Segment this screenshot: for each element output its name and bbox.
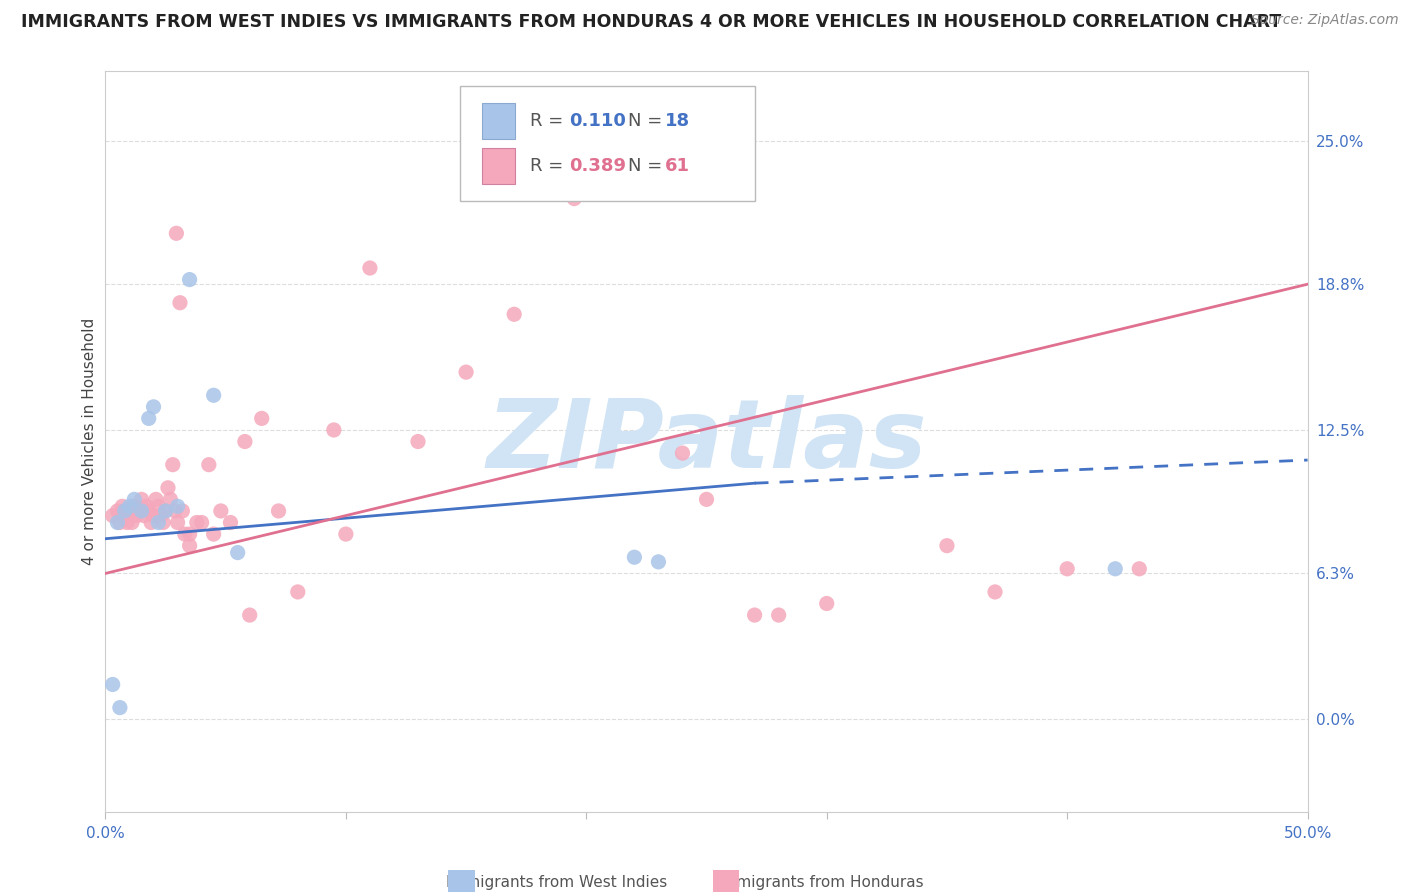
Text: N =: N = — [628, 157, 662, 175]
Text: 18: 18 — [665, 112, 689, 130]
Point — [115, 516, 138, 530]
Point — [173, 527, 195, 541]
Point — [159, 492, 181, 507]
Point — [406, 434, 429, 449]
Point — [108, 516, 131, 530]
Text: R =: R = — [530, 157, 562, 175]
Point — [107, 516, 129, 530]
Text: 61: 61 — [665, 157, 689, 175]
Point — [503, 307, 526, 321]
Point — [156, 481, 179, 495]
Text: 0.389: 0.389 — [569, 157, 627, 175]
Point — [267, 504, 290, 518]
Point — [233, 434, 256, 449]
Point — [145, 492, 167, 507]
Point — [107, 504, 129, 518]
Point — [202, 527, 225, 541]
Point — [138, 411, 160, 425]
Bar — [482, 148, 516, 184]
Point — [155, 504, 177, 518]
Text: Immigrants from West Indies: Immigrants from West Indies — [446, 874, 666, 889]
Point — [287, 585, 309, 599]
Point — [108, 700, 131, 714]
Point — [671, 446, 693, 460]
Point — [124, 500, 146, 514]
Point — [936, 539, 959, 553]
Point — [815, 597, 838, 611]
Point — [166, 516, 188, 530]
Point — [138, 504, 160, 518]
FancyBboxPatch shape — [460, 87, 755, 201]
Point — [101, 508, 124, 523]
Bar — [482, 103, 516, 139]
Point — [148, 516, 170, 530]
Point — [162, 458, 184, 472]
Point — [744, 608, 766, 623]
Point — [114, 504, 136, 518]
Point — [179, 539, 201, 553]
Point — [209, 504, 232, 518]
Point — [322, 423, 344, 437]
Point — [179, 272, 201, 286]
Point — [142, 400, 165, 414]
Bar — [449, 871, 474, 892]
Text: N =: N = — [628, 112, 662, 130]
Point — [142, 508, 165, 523]
Point — [454, 365, 477, 379]
Point — [128, 504, 150, 518]
Point — [111, 500, 134, 514]
Point — [139, 516, 162, 530]
Point — [562, 192, 585, 206]
Point — [155, 504, 177, 518]
Point — [169, 295, 191, 310]
Point — [359, 260, 381, 275]
Point — [190, 516, 212, 530]
Text: ZIPatlas: ZIPatlas — [486, 395, 927, 488]
Text: IMMIGRANTS FROM WEST INDIES VS IMMIGRANTS FROM HONDURAS 4 OR MORE VEHICLES IN HO: IMMIGRANTS FROM WEST INDIES VS IMMIGRANT… — [21, 13, 1281, 31]
Point — [647, 555, 669, 569]
Point — [124, 492, 146, 507]
Point — [118, 504, 141, 518]
Point — [131, 504, 153, 518]
Point — [250, 411, 273, 425]
Point — [166, 500, 188, 514]
Text: Immigrants from Honduras: Immigrants from Honduras — [717, 874, 924, 889]
Point — [132, 508, 155, 523]
Point — [202, 388, 225, 402]
Text: 0.110: 0.110 — [569, 112, 626, 130]
Bar — [713, 871, 740, 892]
Point — [118, 500, 141, 514]
Point — [239, 608, 262, 623]
Point — [1128, 562, 1150, 576]
Point — [172, 504, 194, 518]
Point — [335, 527, 357, 541]
Point — [114, 508, 136, 523]
Point — [165, 504, 187, 518]
Point — [179, 527, 201, 541]
Point — [186, 516, 208, 530]
Point — [135, 500, 157, 514]
Point — [101, 677, 124, 691]
Point — [696, 492, 718, 507]
Point — [1104, 562, 1126, 576]
Point — [984, 585, 1007, 599]
Point — [165, 227, 187, 241]
Text: Source: ZipAtlas.com: Source: ZipAtlas.com — [1251, 13, 1399, 28]
Point — [149, 508, 172, 523]
Point — [1056, 562, 1078, 576]
Point — [219, 516, 242, 530]
Point — [623, 550, 645, 565]
Point — [623, 169, 645, 183]
Point — [148, 500, 170, 514]
Point — [226, 545, 249, 560]
Point — [131, 492, 153, 507]
Point — [121, 516, 143, 530]
Point — [198, 458, 221, 472]
Text: R =: R = — [530, 112, 562, 130]
Point — [152, 516, 174, 530]
Y-axis label: 4 or more Vehicles in Household: 4 or more Vehicles in Household — [82, 318, 97, 566]
Point — [125, 508, 148, 523]
Point — [768, 608, 790, 623]
